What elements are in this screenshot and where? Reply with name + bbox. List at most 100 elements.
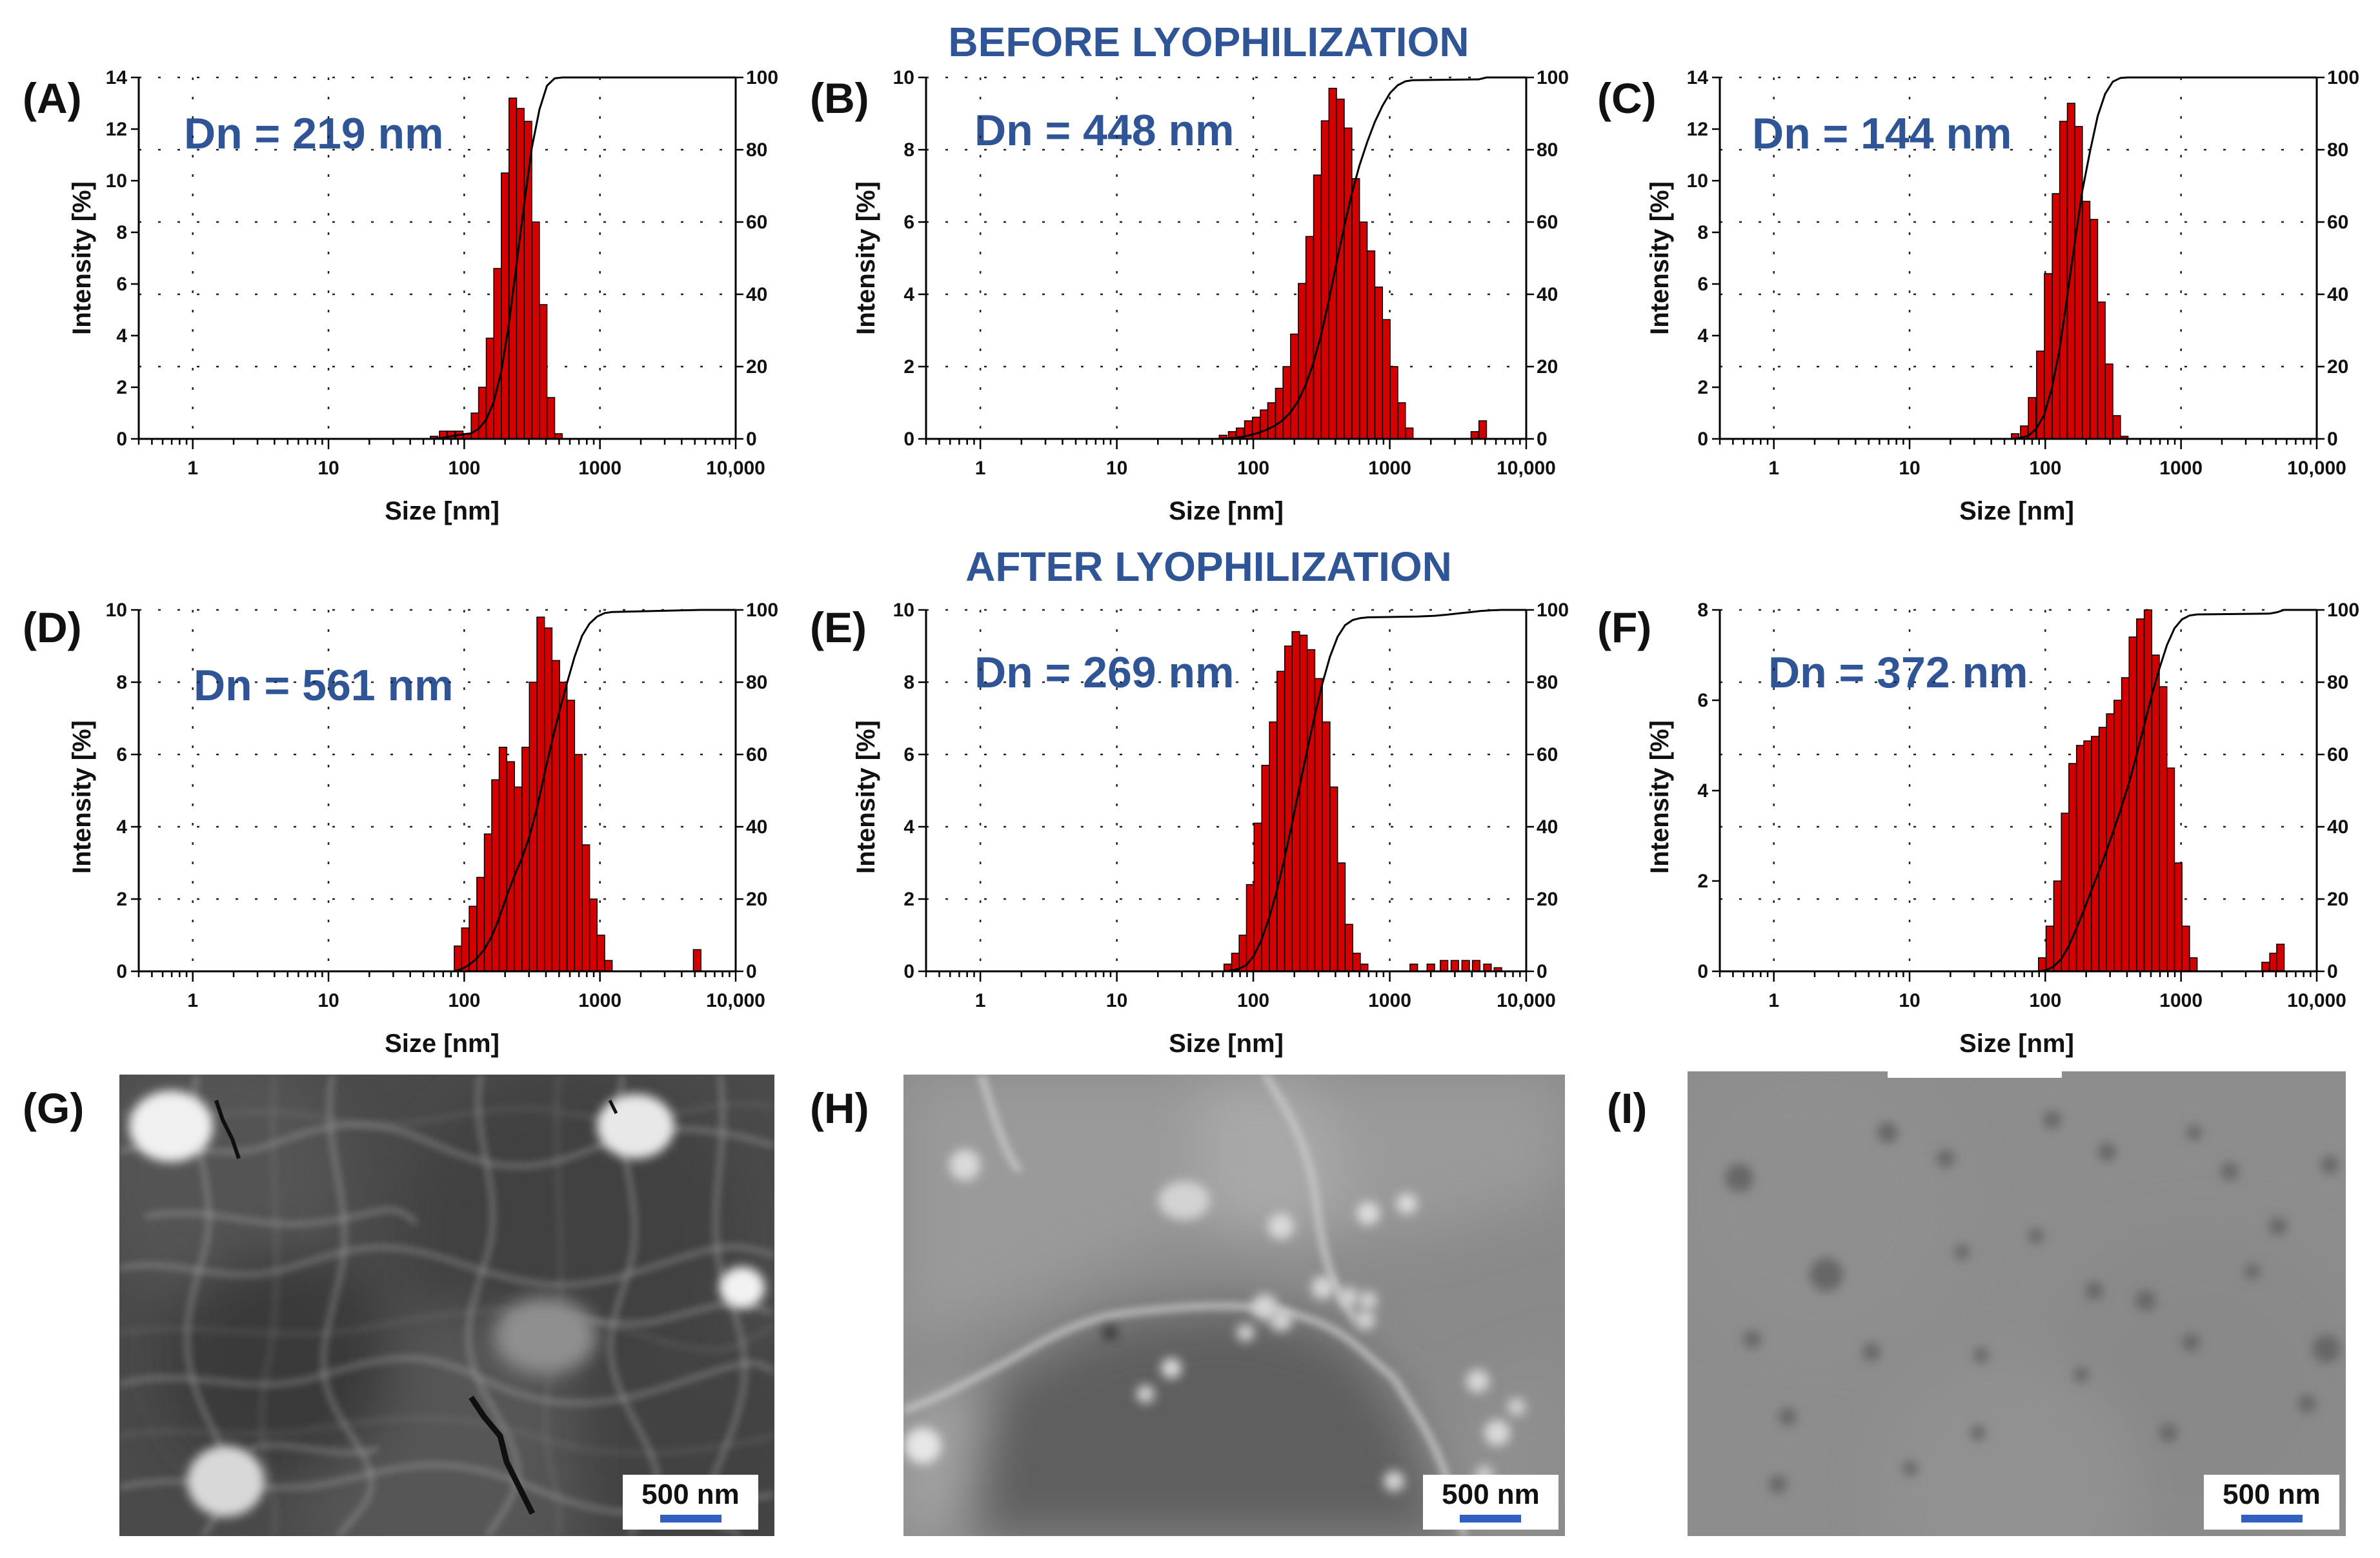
y-tick-label: 4	[903, 816, 914, 838]
histogram-bar	[491, 779, 500, 972]
y2-tick-label: 100	[746, 600, 778, 621]
histogram-bar	[531, 221, 540, 440]
histogram-bar	[454, 946, 463, 972]
dn-value: Dn = 269 nm	[974, 648, 1235, 697]
x-tick-label: 10	[318, 458, 339, 479]
y-tick-label: 6	[116, 744, 127, 765]
histogram-bar	[1382, 319, 1391, 440]
y2-tick-label: 80	[746, 139, 767, 161]
y2-tick-label: 80	[2327, 139, 2348, 161]
histogram-bar	[2045, 926, 2054, 972]
histogram-bar	[2151, 654, 2160, 972]
x-tick-label: 1	[187, 990, 198, 1011]
micrograph-g: (G)	[23, 1075, 774, 1536]
histogram-bar	[2121, 677, 2130, 972]
x-tick-label: 1000	[578, 458, 621, 479]
x-tick-label: 1	[975, 990, 986, 1011]
chart-panel-b: (B) Dn = 448 nm 1 10 100 1000 10,00002468100…	[810, 67, 1569, 525]
histogram-bar	[2159, 686, 2168, 972]
x-tick-label: 10	[1106, 990, 1127, 1011]
y2-tick-label: 40	[2327, 284, 2348, 305]
x-tick-label: 10,000	[706, 458, 765, 479]
histogram-bar	[1276, 671, 1286, 972]
y-tick-label: 12	[1687, 119, 1708, 140]
y2-tick-label: 20	[1537, 889, 1558, 910]
x-tick-label: 10,000	[2287, 990, 2346, 1011]
histogram-bar	[483, 833, 492, 972]
histogram-bar	[589, 898, 598, 972]
x-tick-label: 1000	[578, 990, 621, 1011]
y-tick-label: 14	[106, 67, 128, 88]
chart-panel-e: (E) Dn = 269 nm 1 10 100 1000 10,00002468100…	[810, 600, 1569, 1058]
y2-tick-label: 100	[1537, 67, 1569, 88]
y2-tick-label: 40	[1537, 284, 1558, 305]
y-axis-label: Intensity [%]	[1646, 181, 1674, 335]
x-tick-label: 1000	[2159, 458, 2203, 479]
histogram-bar	[1320, 120, 1329, 440]
y-tick-label: 10	[1687, 170, 1708, 192]
histogram-bar	[2068, 763, 2077, 972]
y-axis-label: Intensity [%]	[1646, 720, 1674, 874]
chart-plot: 1 10 100 1000 10,000 0 2 4 6 8 10 12 14 0 20 40 60 80 100	[1687, 67, 2359, 479]
histogram-bar	[1360, 964, 1369, 972]
y-tick-label: 6	[1697, 274, 1708, 295]
x-axis-label: Size [nm]	[385, 497, 499, 525]
histogram-bar	[1440, 960, 1449, 972]
y-tick-label: 2	[116, 377, 127, 398]
y-tick-label: 4	[903, 284, 914, 305]
y-tick-label: 2	[903, 356, 914, 378]
histogram-bar	[2173, 862, 2183, 972]
y-tick-label: 0	[116, 429, 127, 450]
y2-tick-label: 20	[2327, 889, 2348, 910]
histogram-bar	[501, 172, 510, 440]
histogram-bar	[2189, 957, 2198, 972]
histogram-bar	[514, 786, 523, 972]
y-tick-label: 0	[1697, 961, 1708, 982]
y-tick-label: 2	[1697, 871, 1708, 892]
x-tick-label: 1	[1768, 990, 1779, 1011]
histogram-bar	[1290, 333, 1299, 440]
histogram-bar	[543, 627, 553, 972]
y2-tick-label: 100	[746, 67, 778, 88]
y-tick-label: 6	[1697, 690, 1708, 711]
cumulative-curve	[2038, 609, 2317, 973]
histogram-bar	[2112, 415, 2121, 440]
scalebar-label: 500 nm	[641, 1479, 740, 1510]
x-tick-label: 1	[975, 458, 986, 479]
panel-label: (G)	[23, 1084, 84, 1132]
y-tick-label: 2	[1697, 377, 1708, 398]
y2-tick-label: 20	[1537, 356, 1558, 378]
histogram-bar	[1409, 964, 1418, 972]
dn-value: Dn = 144 nm	[1752, 109, 2012, 158]
after-lyophilization-title: AFTER LYOPHILIZATION	[965, 543, 1452, 590]
y2-tick-label: 0	[2327, 429, 2338, 450]
histogram-bar	[574, 754, 583, 972]
y-tick-label: 2	[903, 889, 914, 910]
y-tick-label: 0	[903, 429, 914, 450]
histogram-bar	[2104, 363, 2113, 440]
y2-tick-label: 0	[2327, 961, 2338, 982]
histogram-bar	[2074, 126, 2083, 440]
histogram-bar	[547, 397, 556, 440]
histogram-bar	[2098, 727, 2107, 972]
histogram-bar	[2261, 962, 2270, 972]
x-tick-label: 1000	[1368, 990, 1411, 1011]
y2-tick-label: 0	[746, 961, 757, 982]
y-tick-label: 12	[106, 119, 127, 140]
histogram-bar	[1426, 964, 1435, 972]
histogram-bar	[692, 949, 701, 972]
scalebar	[2241, 1515, 2303, 1523]
y-tick-label: 10	[106, 170, 127, 192]
histogram-bar	[1344, 924, 1353, 972]
micrograph-i: (I) 500 nm	[1607, 1071, 2346, 1536]
x-tick-label: 10,000	[706, 990, 765, 1011]
histogram-bar	[2136, 618, 2145, 972]
y-tick-label: 8	[1697, 222, 1708, 243]
histogram-bar	[1314, 678, 1323, 972]
histogram-bar	[1251, 416, 1261, 440]
y-axis-label: Intensity [%]	[852, 181, 880, 335]
histogram-bar	[478, 387, 487, 440]
panel-label: (D)	[23, 603, 82, 651]
